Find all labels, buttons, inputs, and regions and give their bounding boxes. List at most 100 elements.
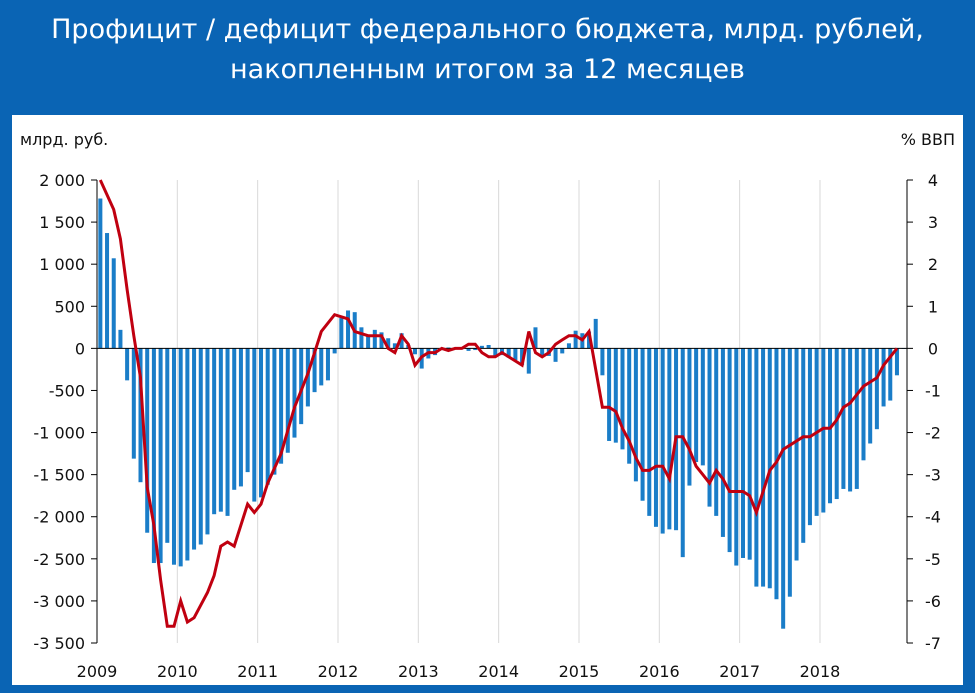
bar (620, 348, 625, 450)
chart-title: Профицит / дефицит федерального бюджета,… (0, 0, 975, 100)
bar (640, 348, 645, 501)
bar (372, 329, 377, 349)
left-tick-label: -1 500 (33, 466, 85, 485)
x-tick-label: 2009 (77, 662, 118, 681)
bar (834, 348, 839, 500)
bar (794, 348, 799, 561)
bar (299, 348, 304, 425)
bar (392, 343, 397, 349)
bar (841, 348, 846, 489)
axes (96, 180, 908, 643)
bar (774, 348, 779, 600)
bar (667, 348, 672, 530)
bar (366, 334, 371, 349)
bar (111, 258, 116, 349)
bar (801, 348, 806, 543)
bar (105, 233, 110, 349)
bar (245, 348, 250, 473)
left-tick-label: -2 000 (33, 508, 85, 527)
right-tick-label: -6 (925, 592, 941, 611)
bar (312, 348, 317, 393)
x-axis-ticks: 2009 2010 2011 2012 2013 2014 2015 2016 2017 2018 (77, 662, 841, 681)
bar (98, 198, 103, 349)
bar (680, 348, 685, 558)
x-tick-label: 2011 (237, 662, 278, 681)
bar (493, 348, 498, 356)
bar (720, 348, 725, 537)
bar (633, 348, 638, 482)
bar (131, 348, 136, 459)
bar (473, 348, 478, 351)
bar (346, 310, 351, 349)
right-tick-label: 2 (928, 255, 938, 274)
left-tick-label: -1 000 (33, 424, 85, 443)
right-axis-unit-label: % ВВП (901, 130, 955, 149)
bar (560, 348, 565, 354)
bar (600, 348, 605, 376)
bar (319, 348, 324, 386)
bar (325, 348, 330, 381)
bar (553, 348, 558, 362)
bar (212, 348, 217, 515)
x-tick-label: 2017 (719, 662, 760, 681)
bar (868, 348, 873, 444)
bar-series (98, 198, 906, 629)
bar (821, 348, 826, 513)
chart-title-line1: Профицит / дефицит федерального бюджета,… (51, 14, 924, 45)
plot-card: млрд. руб. % ВВП 2 000 1 500 1 000 500 0 -500… (12, 115, 963, 685)
bar (647, 348, 652, 516)
bar (533, 327, 538, 349)
left-tick-label: -3 000 (33, 592, 85, 611)
bar (761, 348, 766, 587)
bar (848, 348, 853, 492)
bar (740, 348, 745, 558)
right-tick-label: -1 (925, 381, 941, 400)
bar (218, 348, 223, 512)
right-tick-label: 3 (928, 213, 938, 232)
bar (359, 327, 364, 349)
right-tick-label: 0 (928, 339, 938, 358)
x-tick-label: 2013 (398, 662, 439, 681)
bar (232, 348, 237, 490)
bar (412, 348, 417, 355)
bar (894, 348, 899, 376)
bar (627, 348, 632, 464)
x-tick-label: 2016 (639, 662, 680, 681)
bar (573, 330, 578, 349)
bar (272, 348, 277, 475)
bar (466, 348, 471, 351)
bar (238, 348, 243, 487)
right-tick-label: -4 (925, 508, 941, 527)
bar (339, 318, 344, 349)
bar (479, 345, 484, 349)
right-tick-label: -7 (925, 634, 941, 653)
bar (700, 348, 705, 466)
bar (118, 329, 123, 349)
bar (171, 348, 176, 565)
bar (332, 348, 337, 354)
bar (734, 348, 739, 566)
bar (787, 348, 792, 597)
bar (285, 348, 290, 453)
left-tick-label: 1 000 (39, 255, 85, 274)
bar (566, 343, 571, 349)
right-tick-label: 4 (928, 171, 938, 190)
bar (151, 348, 156, 564)
right-axis-ticks: 4 3 2 1 0 -1 -2 -3 -4 -5 -6 -7 (907, 171, 941, 653)
bar (178, 348, 183, 567)
bar (379, 332, 384, 349)
bar (486, 344, 491, 349)
bar (754, 348, 759, 587)
chart-title-line2: накопленным итогом за 12 месяцев (230, 54, 745, 85)
right-tick-label: -3 (925, 466, 941, 485)
bar (727, 348, 732, 553)
bar (714, 348, 719, 516)
bar (185, 348, 190, 561)
bar (520, 348, 525, 366)
bar (165, 348, 170, 543)
bar (828, 348, 833, 504)
bar (613, 348, 618, 443)
bar (660, 348, 665, 534)
x-tick-label: 2015 (559, 662, 600, 681)
bar (653, 348, 658, 527)
